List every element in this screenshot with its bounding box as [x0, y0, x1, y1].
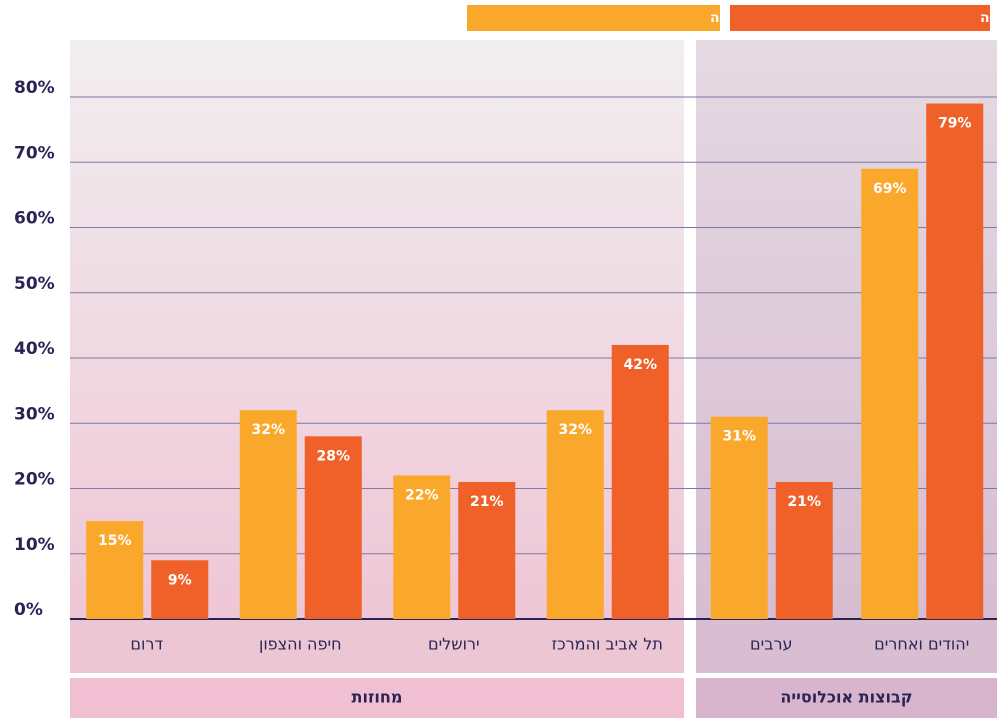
bar: [775, 481, 833, 619]
value-label: 42%: [623, 357, 657, 373]
value-label: 21%: [470, 494, 504, 510]
x-tick-label: ערבים: [750, 635, 793, 654]
category-row: [696, 619, 997, 673]
value-label: 22%: [405, 487, 439, 503]
y-tick-label: 70%: [14, 143, 55, 163]
bar: [393, 475, 451, 619]
legend-label: חלקם באוכלוסייה: [980, 10, 997, 26]
group-row: [696, 678, 997, 718]
value-label: 32%: [251, 422, 285, 438]
legend-swatch: [467, 5, 720, 31]
bar: [546, 410, 604, 619]
y-tick-label: 40%: [14, 339, 55, 359]
x-tick-label: יהודים ואחרים: [874, 635, 969, 654]
legend-swatch: [730, 5, 990, 31]
bar: [926, 103, 984, 619]
group-label: מחוזות: [352, 688, 403, 707]
value-label: 9%: [168, 572, 192, 588]
y-tick-label: 50%: [14, 274, 55, 294]
y-tick-label: 30%: [14, 404, 55, 424]
y-tick-label: 60%: [14, 209, 55, 229]
x-tick-label: ירושלים: [428, 635, 480, 654]
y-tick-label: 80%: [14, 78, 55, 98]
bar: [611, 344, 669, 619]
value-label: 32%: [558, 422, 592, 438]
value-label: 31%: [722, 429, 756, 445]
x-tick-label: חיפה והצפון: [259, 635, 342, 654]
group-label: קבוצות אוכלוסייה: [780, 688, 912, 707]
x-tick-label: דרום: [130, 635, 163, 654]
bar: [861, 168, 919, 619]
category-row: [70, 619, 684, 673]
bar: [239, 410, 297, 619]
y-tick-label: 0%: [14, 600, 43, 620]
bar: [458, 481, 516, 619]
y-tick-label: 10%: [14, 535, 55, 555]
value-label: 21%: [787, 494, 821, 510]
bar: [304, 436, 362, 619]
value-label: 15%: [98, 533, 132, 549]
x-tick-label: תל אביב והמרכז: [552, 635, 663, 654]
value-label: 28%: [316, 448, 350, 464]
value-label: 79%: [938, 116, 972, 132]
bar: [151, 560, 209, 619]
value-label: 69%: [873, 181, 907, 197]
bar: [86, 521, 144, 619]
bar: [710, 416, 768, 619]
y-tick-label: 20%: [14, 470, 55, 490]
group-row: [70, 678, 684, 718]
